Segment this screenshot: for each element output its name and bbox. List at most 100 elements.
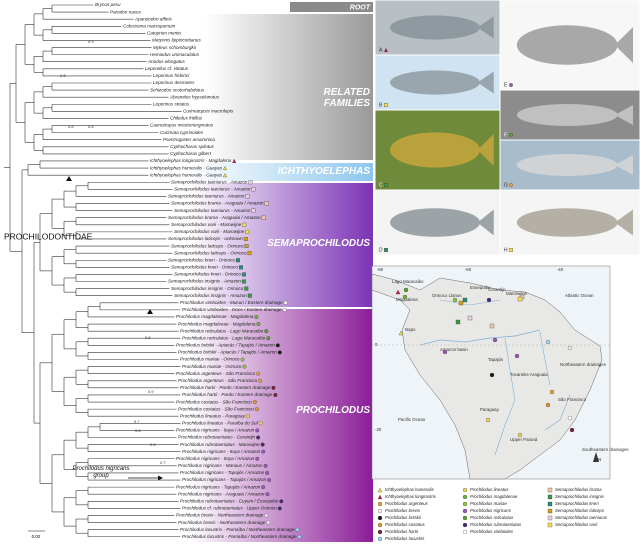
- fish-tail: [477, 16, 494, 39]
- tip-label: Prochilodus britskii - Apiacás / Tapajós…: [176, 343, 275, 348]
- tip-label: Prochilodus vimboides - Mucuri / Eastern…: [180, 300, 283, 305]
- fish: [390, 70, 480, 95]
- tip-label: Prochilodus nigricans - Araguaia / Amazo…: [178, 491, 265, 496]
- tip-label: Myleus schomburgkii: [153, 45, 197, 50]
- marker: [489, 372, 495, 378]
- place-label: Atlantic Ocean: [565, 293, 594, 298]
- marker: [264, 201, 269, 206]
- map-tick: -40: [557, 267, 564, 272]
- marker: [547, 522, 553, 528]
- marker: [238, 265, 243, 270]
- node-marker: [147, 309, 153, 314]
- marker: [462, 515, 468, 521]
- place-label: Magdalena: [396, 297, 418, 302]
- tip-label: Prochilodus nigricans - Manaus / Amazon: [178, 463, 263, 468]
- ichthyoelephas-band: [190, 163, 373, 181]
- tip-label: Prochilodus nigricans - Tapajós / Amazon: [182, 477, 267, 482]
- tip-label: Prochilodus brevis - Northeastern draina…: [178, 520, 266, 525]
- marker: [377, 494, 383, 500]
- marker: [245, 229, 250, 234]
- tip-label: Hemiodus unimaculatus: [150, 52, 200, 57]
- legend-label: Semaprochilodus taeniurus: [555, 515, 608, 520]
- marker: [403, 287, 409, 293]
- marker: [489, 323, 495, 329]
- fish-tail: [614, 155, 633, 175]
- tip-label: Prochilodus cf. rubrotaeniatus - Upper O…: [182, 506, 277, 511]
- fish: [390, 132, 480, 168]
- marker: [547, 515, 553, 521]
- legend-label: Prochilodus argenteus: [385, 501, 429, 506]
- photos: A B C D E F G H: [374, 0, 640, 256]
- place-label: Maroiwijne: [506, 291, 528, 296]
- tip-label: Brycon pesu: [95, 2, 121, 7]
- tip-label: Cyphocharax spilotus: [170, 144, 215, 149]
- tip-label: Prochilodus brevis - Northeastern draina…: [176, 513, 264, 518]
- marker: [243, 237, 248, 241]
- marker: [377, 508, 383, 514]
- tip-label: Schizodon scotorhabdotus: [150, 87, 205, 92]
- legend-label: Prochilodus mariae: [470, 501, 507, 506]
- related-band: [205, 14, 373, 160]
- marker: [251, 208, 256, 213]
- marker: [264, 513, 269, 518]
- tip-label: Prochilodus argenteus - São Francisco: [176, 371, 256, 376]
- marker: [517, 432, 523, 438]
- tip-label: Prochilodus lacustris - Parnaíba / North…: [180, 527, 295, 532]
- photo-label: H: [504, 247, 508, 253]
- marker: [462, 487, 468, 493]
- marker: [254, 315, 259, 319]
- fish-tail: [614, 209, 633, 236]
- tip-label: Semaprochilodus varii - Marowijne: [174, 229, 245, 234]
- place-label: Tocantins-Araguaia: [510, 372, 548, 377]
- marker: [267, 478, 272, 482]
- tip-label: Semaprochilodus brama - Araguaia / Amazo…: [168, 215, 261, 220]
- semaprochilodus-label: SEMAPROCHILODUS: [267, 238, 370, 249]
- fish: [516, 104, 618, 126]
- marker: [517, 296, 523, 302]
- tip-label: Prochilodus rubrotaeniatus - Corantijn: [178, 435, 256, 440]
- marker: [297, 534, 302, 539]
- tree: Brycon pesu Parodon nasus Apareiodon affin…: [4, 2, 302, 539]
- support-value: 0.9: [148, 389, 154, 394]
- tip-label: Ichthyoelephas longirostris - Magdalena: [150, 158, 232, 163]
- marker: [485, 417, 491, 423]
- legend-label: Semaprochilodus laticeps: [555, 508, 605, 513]
- marker: [277, 506, 282, 511]
- legend-label: Prochilodus lacustris: [385, 536, 425, 541]
- place-label: Paraguay: [480, 407, 500, 412]
- marker: [271, 385, 276, 390]
- place-label: Corantijn: [488, 287, 506, 292]
- tip-label: Prochilodus mariae - Orinoco: [182, 364, 242, 369]
- marker: [251, 187, 256, 192]
- marker: [567, 415, 573, 421]
- marker: [492, 337, 498, 343]
- place-label: Northeastern drainages: [560, 362, 607, 367]
- tip-label: Prochilodus lineatus - Paraíba do Sul: [182, 421, 259, 426]
- marker: [295, 527, 300, 532]
- tip-label: Prochilodus nigricans - Itaya / Amazon: [182, 449, 261, 454]
- marker: [384, 183, 388, 187]
- marker: [261, 449, 266, 454]
- map: -80 -60 -40 0 -20 Lago Maracaibo Magdalena Orin…: [371, 265, 629, 480]
- marker: [265, 470, 270, 475]
- photo-label: B: [379, 102, 383, 108]
- tip-label: Leporinus desmotes: [153, 80, 195, 85]
- marker: [245, 414, 250, 419]
- tip-label: Curimatopsis macrolepis: [183, 109, 234, 114]
- marker: [467, 315, 473, 321]
- support-value: 0.6: [145, 335, 151, 340]
- marker: [509, 133, 513, 137]
- marker: [452, 297, 458, 303]
- marker: [266, 520, 271, 525]
- fish-tail: [614, 27, 633, 63]
- legend-label: Prochilodus costatus: [385, 522, 425, 527]
- north-arrow: [593, 452, 599, 462]
- tip-label: Leporinus friderici: [153, 73, 190, 78]
- river: [419, 329, 541, 346]
- legend-label: Prochilodus brevis: [385, 508, 421, 513]
- legend-label: Prochilodus vimboides: [470, 529, 514, 534]
- marker: [462, 297, 468, 303]
- river: [544, 394, 571, 431]
- marker: [258, 378, 263, 383]
